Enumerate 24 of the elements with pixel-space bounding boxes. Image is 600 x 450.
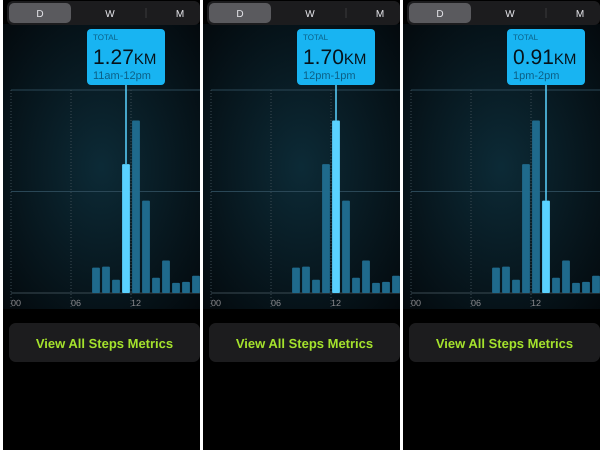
- text: 12pm-1pm: [303, 70, 356, 82]
- text: TOTAL: [513, 33, 539, 42]
- x-tick-label: 00: [410, 298, 422, 308]
- x-tick-label: 06: [470, 298, 482, 308]
- text: 1pm-2pm: [513, 70, 560, 82]
- data-label: 0.91KM: [513, 46, 576, 69]
- x-tick-label: 06: [270, 298, 282, 308]
- x-tick-label: 06: [70, 298, 82, 308]
- x-tick-label: 12: [530, 298, 542, 308]
- x-tick-label: 00: [10, 298, 22, 308]
- text: TOTAL: [303, 33, 329, 42]
- x-tick-label: 12: [130, 298, 142, 308]
- x-tick-label: 12: [330, 298, 342, 308]
- segmented-control: D W M: [7, 1, 200, 25]
- x-tick-label: 00: [210, 298, 222, 308]
- data-label: 1.27KM: [93, 46, 156, 69]
- segmented-control: D W M: [207, 1, 400, 25]
- text: 11am-12pm: [93, 70, 151, 82]
- text: TOTAL: [93, 33, 119, 42]
- segmented-control: D W M: [407, 1, 600, 25]
- button: View All Steps Metrics: [209, 323, 400, 362]
- button: View All Steps Metrics: [409, 323, 600, 362]
- data-label: 1.70KM: [303, 46, 366, 69]
- button: View All Steps Metrics: [9, 323, 200, 362]
